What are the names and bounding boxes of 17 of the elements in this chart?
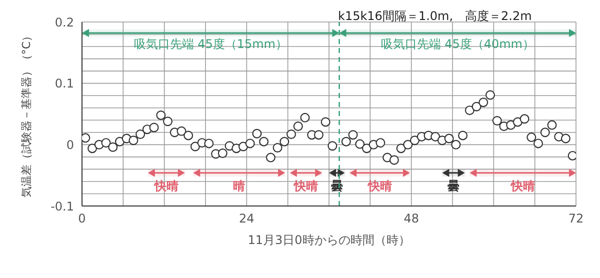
band-label: 快晴 [293, 178, 318, 193]
y-tick-label: 0.2 [54, 15, 74, 30]
x-tick-label: 48 [404, 212, 419, 226]
x-tick-label: 72 [568, 212, 584, 226]
y-tick-label: -0.1 [50, 199, 74, 214]
y-tick-label: 0 [66, 138, 74, 152]
x-axis-title: 11月3日0時からの時間（時） [248, 233, 410, 247]
y-tick-label: 0.1 [54, 76, 74, 91]
band-label: 曇 [330, 178, 343, 193]
band-label: 吸気口先端 45度（15mm） [134, 37, 288, 52]
y-axis-title: 気温差（試験器－基準器）（°C） [20, 30, 33, 198]
band-label: 曇 [448, 178, 460, 193]
band-label: 吸気口先端 45度（40mm） [380, 37, 535, 52]
x-tick-label: 0 [78, 212, 86, 226]
x-tick-label: 24 [239, 212, 254, 226]
annotation: k15k16間隔＝1.0m, 高度＝2.2m [338, 9, 532, 23]
band-label: 晴 [233, 178, 246, 193]
